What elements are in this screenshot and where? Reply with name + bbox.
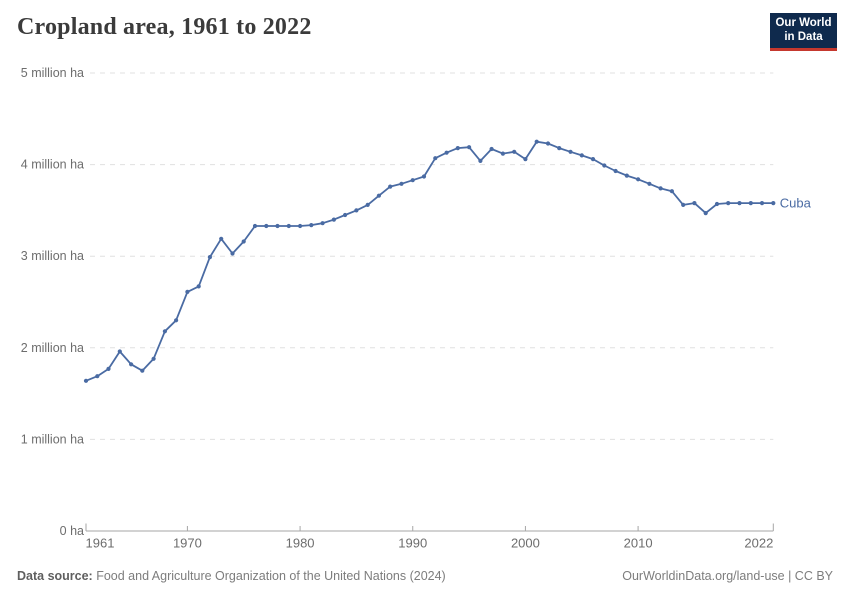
data-point[interactable] xyxy=(557,146,562,151)
y-tick-label: 1 million ha xyxy=(21,432,84,446)
data-point[interactable] xyxy=(737,201,742,206)
data-point[interactable] xyxy=(354,208,359,213)
entity-label: Cuba xyxy=(780,196,812,211)
data-point[interactable] xyxy=(602,163,607,168)
data-point[interactable] xyxy=(399,181,404,186)
data-point[interactable] xyxy=(376,193,381,198)
data-point[interactable] xyxy=(129,362,134,367)
x-tick-label: 1970 xyxy=(173,536,202,551)
x-tick-label: 2022 xyxy=(744,536,773,551)
data-point[interactable] xyxy=(714,201,720,207)
data-point[interactable] xyxy=(106,366,111,371)
data-point[interactable] xyxy=(309,223,314,228)
data-point[interactable] xyxy=(568,149,573,154)
footer: Data source: Food and Agriculture Organi… xyxy=(17,569,833,583)
data-point[interactable] xyxy=(545,141,551,146)
data-point[interactable] xyxy=(185,289,190,294)
data-point[interactable] xyxy=(500,151,505,156)
data-point[interactable] xyxy=(726,201,731,206)
data-point[interactable] xyxy=(613,168,618,174)
data-point[interactable] xyxy=(579,153,584,158)
data-point[interactable] xyxy=(771,201,776,206)
data-point[interactable] xyxy=(320,221,325,226)
data-point[interactable] xyxy=(444,150,449,155)
y-tick-label: 2 million ha xyxy=(21,341,84,355)
y-tick-label: 4 million ha xyxy=(21,158,84,172)
data-point[interactable] xyxy=(162,329,167,334)
y-tick-label: 3 million ha xyxy=(21,249,84,263)
data-point[interactable] xyxy=(252,223,258,229)
data-point[interactable] xyxy=(692,201,697,206)
data-point[interactable] xyxy=(219,236,224,241)
data-point[interactable] xyxy=(365,202,370,207)
y-tick-label: 5 million ha xyxy=(21,66,84,80)
x-tick-label: 2000 xyxy=(511,536,540,551)
data-point[interactable] xyxy=(343,212,348,218)
data-point[interactable] xyxy=(455,146,460,151)
data-point[interactable] xyxy=(196,284,201,289)
data-point[interactable] xyxy=(669,189,675,194)
data-point[interactable] xyxy=(512,149,517,154)
data-point[interactable] xyxy=(286,223,291,229)
owid-logo: Our World in Data xyxy=(770,13,837,51)
data-point[interactable] xyxy=(703,211,708,216)
data-point[interactable] xyxy=(681,202,686,207)
data-point[interactable] xyxy=(275,223,280,229)
data-point[interactable] xyxy=(410,178,415,183)
data-point[interactable] xyxy=(624,173,629,178)
data-point[interactable] xyxy=(433,156,438,161)
x-tick-label: 1961 xyxy=(86,536,115,551)
y-tick-label: 0 ha xyxy=(60,524,84,538)
data-point[interactable] xyxy=(151,356,156,361)
data-series-line[interactable] xyxy=(85,140,774,382)
data-point[interactable] xyxy=(83,378,89,383)
x-tick-label: 1990 xyxy=(398,536,427,551)
data-point[interactable] xyxy=(264,223,269,229)
data-point[interactable] xyxy=(658,186,663,191)
logo-line-1: Our World xyxy=(775,17,832,29)
data-point[interactable] xyxy=(759,201,765,206)
data-point[interactable] xyxy=(174,318,179,323)
data-point[interactable] xyxy=(478,158,483,163)
x-tick-label: 2010 xyxy=(624,536,653,551)
chart-title: Cropland area, 1961 to 2022 xyxy=(17,14,312,40)
data-point[interactable] xyxy=(140,368,145,373)
data-point[interactable] xyxy=(207,255,212,260)
data-point[interactable] xyxy=(590,157,596,162)
data-point[interactable] xyxy=(421,174,427,179)
data-point[interactable] xyxy=(331,217,336,222)
data-point[interactable] xyxy=(534,139,539,144)
data-point[interactable] xyxy=(117,349,122,354)
data-point[interactable] xyxy=(388,184,393,189)
data-point[interactable] xyxy=(523,157,528,162)
data-point[interactable] xyxy=(467,145,472,150)
data-point[interactable] xyxy=(647,181,652,186)
data-source: Data source: Food and Agriculture Organi… xyxy=(17,569,446,583)
footer-attribution: OurWorldinData.org/land-use | CC BY xyxy=(622,569,833,583)
data-source-text: Food and Agriculture Organization of the… xyxy=(92,569,446,583)
data-point[interactable] xyxy=(636,177,641,182)
x-tick-label: 1980 xyxy=(286,536,315,551)
data-point[interactable] xyxy=(748,201,753,206)
data-source-label: Data source: xyxy=(17,569,93,583)
data-point[interactable] xyxy=(298,223,303,229)
data-point[interactable] xyxy=(241,239,246,244)
data-point[interactable] xyxy=(230,251,235,256)
data-point[interactable] xyxy=(95,374,100,379)
data-point[interactable] xyxy=(489,146,494,152)
logo-line-2: in Data xyxy=(784,31,823,43)
